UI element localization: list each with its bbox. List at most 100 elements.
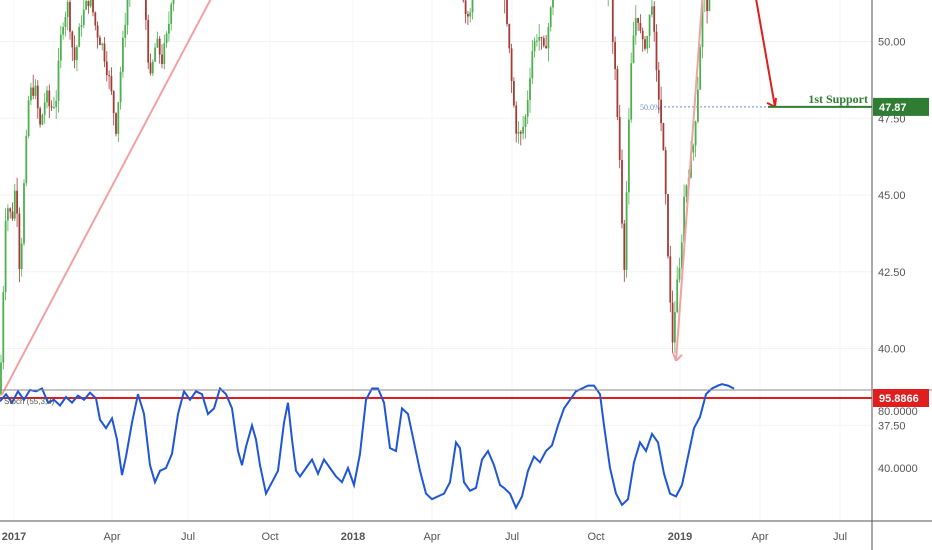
level-label-2: 1st Support xyxy=(808,92,868,106)
candle-body xyxy=(48,90,51,107)
candle-body xyxy=(662,123,665,151)
candle-body xyxy=(92,0,94,13)
candle-body xyxy=(614,41,616,70)
candle-body xyxy=(538,37,541,41)
candle-body xyxy=(119,71,122,103)
candle-body xyxy=(513,81,515,106)
time-tick-label: Oct xyxy=(261,531,278,543)
candle-body xyxy=(105,61,108,76)
candle-body xyxy=(667,194,669,257)
candle-body xyxy=(618,117,621,160)
fib-50-label: 50.0% xyxy=(640,103,661,112)
stoch-value-tag-box xyxy=(873,389,929,407)
candle-body xyxy=(634,17,637,36)
candle-body xyxy=(678,268,681,280)
candle-body xyxy=(508,23,511,49)
time-tick-label: Apr xyxy=(103,531,120,543)
candle-body xyxy=(110,76,113,92)
candle-body xyxy=(692,145,695,153)
candle-body xyxy=(168,23,170,34)
candle-body xyxy=(522,126,524,134)
stoch-tick-label: 80.0000 xyxy=(878,406,918,418)
candle-body xyxy=(87,0,90,7)
candle-body xyxy=(80,25,83,27)
candle-body xyxy=(158,38,161,55)
candle-body xyxy=(674,312,676,343)
candle-body xyxy=(621,159,623,224)
candle-body xyxy=(13,190,16,219)
candle-body xyxy=(145,0,147,20)
candle-body xyxy=(27,100,30,136)
candle-body xyxy=(18,213,21,269)
stoch-tick-label: 40.0000 xyxy=(878,463,918,475)
candle-body xyxy=(651,6,653,15)
candle-body xyxy=(101,43,104,46)
candle-body xyxy=(524,116,527,127)
candle-body xyxy=(625,192,628,270)
candle-body xyxy=(122,37,124,72)
candle-body xyxy=(632,35,635,64)
candle-body xyxy=(73,47,76,61)
candle-body xyxy=(540,37,543,39)
price-tick-label: 42.50 xyxy=(878,267,906,279)
time-tick-label: Jul xyxy=(833,531,847,543)
candle-body xyxy=(117,102,120,134)
candle-body xyxy=(515,105,518,134)
candle-body xyxy=(547,27,550,49)
candle-body xyxy=(115,113,117,134)
candle-body xyxy=(506,0,508,24)
level-tag-2-box xyxy=(873,97,929,116)
candle-body xyxy=(706,0,708,12)
candle-body xyxy=(623,223,626,270)
candle-body xyxy=(165,33,168,44)
candle-body xyxy=(536,40,538,42)
candle-body xyxy=(76,46,78,61)
candle-body xyxy=(660,99,662,124)
time-tick-label: 2017 xyxy=(2,531,26,543)
stochastic-panel: Stoch (55,3,3) xyxy=(0,383,872,511)
candle-body xyxy=(170,4,173,24)
candle-body xyxy=(43,102,46,115)
candle-body xyxy=(648,14,651,36)
candle-body xyxy=(112,91,115,114)
candle-body xyxy=(611,0,614,42)
candle-body xyxy=(82,9,85,26)
candle-body xyxy=(46,90,48,103)
candle-body xyxy=(4,220,7,293)
candle-body xyxy=(526,100,529,117)
candle-body xyxy=(154,47,156,62)
price-tick-label: 40.00 xyxy=(878,344,906,356)
candle-body xyxy=(124,25,127,38)
candle-body xyxy=(510,48,513,82)
candle-body xyxy=(20,243,23,269)
candle-body xyxy=(161,54,163,65)
candle-body xyxy=(664,150,667,195)
candle-body xyxy=(126,0,129,26)
candle-body xyxy=(25,135,28,184)
candle-body xyxy=(464,0,467,14)
candle-body xyxy=(517,131,520,134)
candle-body xyxy=(680,242,683,269)
time-tick-label: Apr xyxy=(751,531,768,543)
rising-trendline xyxy=(1,0,212,396)
candle-body xyxy=(41,114,44,125)
support-resistance-levels: 2nd Resistance1st Resistance1st Support xyxy=(768,92,872,108)
candle-body xyxy=(64,17,67,28)
candle-body xyxy=(657,70,660,100)
candle-body xyxy=(55,100,58,108)
candle-body xyxy=(149,62,152,74)
candle-body xyxy=(467,13,469,17)
candle-body xyxy=(529,78,531,101)
price-tick-label: 37.50 xyxy=(878,420,906,432)
candle-body xyxy=(108,75,110,77)
candle-body xyxy=(69,1,71,32)
candle-body xyxy=(11,211,14,219)
candle-body xyxy=(96,25,99,38)
candle-body xyxy=(0,362,2,395)
candle-body xyxy=(671,302,674,343)
candle-body xyxy=(708,0,711,12)
candles xyxy=(0,0,711,397)
candle-body xyxy=(103,43,106,62)
candle-body xyxy=(545,45,547,49)
